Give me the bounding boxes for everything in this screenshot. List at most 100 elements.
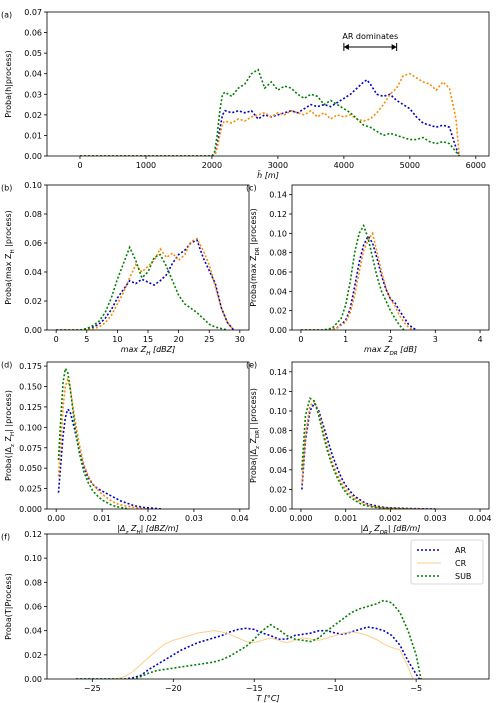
y-tick-label: 0.125 xyxy=(19,403,42,412)
x-tick-label: 5000 xyxy=(400,161,420,170)
series-line-cr xyxy=(300,231,414,330)
panel-label: (c) xyxy=(246,184,257,193)
x-tick-label: 0 xyxy=(54,335,59,344)
y-tick-label: 0.00 xyxy=(24,675,42,684)
x-axis-label: T [°C] xyxy=(256,694,279,703)
y-tick-label: 0.04 xyxy=(24,70,42,79)
x-tick-label: 1 xyxy=(343,335,348,344)
y-tick-label: 0.050 xyxy=(19,464,42,473)
panel-label: (f) xyxy=(1,533,10,542)
x-tick-label: 2000 xyxy=(202,161,222,170)
y-tick-label: 0.06 xyxy=(269,446,287,455)
y-tick-label: 0.150 xyxy=(19,383,42,392)
series-line-sub xyxy=(57,366,130,509)
y-tick-label: 0.10 xyxy=(24,181,42,190)
x-tick-label: 3000 xyxy=(268,161,288,170)
series-line-ar xyxy=(76,626,421,679)
x-tick-label: 0 xyxy=(298,335,303,344)
series-line-ar xyxy=(300,234,418,330)
y-tick-label: 0.10 xyxy=(269,229,287,238)
legend-label-sub: SUB xyxy=(455,572,471,581)
series-line-sub xyxy=(76,599,422,679)
y-axis-label: Proba(|Δz ZH| |process) xyxy=(4,390,16,481)
series-line-ar xyxy=(56,238,235,330)
annotation-text: AR dominates xyxy=(342,32,398,41)
panel-label: (d) xyxy=(1,361,12,370)
y-tick-label: 0.08 xyxy=(269,249,287,258)
x-tick-label: 0.002 xyxy=(379,514,402,523)
y-tick-label: 0.02 xyxy=(269,307,287,316)
x-tick-label: 25 xyxy=(204,335,214,344)
panel-label: (e) xyxy=(246,361,257,370)
legend-label-cr: CR xyxy=(455,559,467,568)
y-tick-label: 0.06 xyxy=(24,603,42,612)
y-tick-label: 0.10 xyxy=(24,554,42,563)
y-tick-label: 0.01 xyxy=(24,131,42,140)
y-tick-label: 0.14 xyxy=(269,191,287,200)
x-tick-label: 6000 xyxy=(466,161,486,170)
x-axis-label: |Δz ZDR| [dB/m] xyxy=(361,524,421,536)
x-tick-label: −20 xyxy=(165,684,182,693)
y-tick-label: 0.075 xyxy=(19,444,42,453)
y-tick-label: 0.06 xyxy=(24,239,42,248)
y-tick-label: 0.03 xyxy=(24,90,42,99)
panel-label: (b) xyxy=(1,184,12,193)
y-tick-label: 0.100 xyxy=(19,423,42,432)
y-tick-label: 0.08 xyxy=(24,210,42,219)
x-tick-label: 0.02 xyxy=(139,514,157,523)
panel-e: 0.000 0.001 0.002 0.003 0.004 0.00 0.02 0.04 0.0… xyxy=(246,361,491,536)
x-tick-label: 0.000 xyxy=(290,514,313,523)
panel-d: 0.00 0.01 0.02 0.03 0.04 0.000 0.025 0.050 0.075… xyxy=(1,361,250,536)
x-tick-label: −5 xyxy=(410,684,422,693)
y-tick-label: 0.12 xyxy=(269,387,287,396)
x-tick-label: 0.01 xyxy=(93,514,111,523)
y-tick-label: 0.08 xyxy=(269,427,287,436)
x-tick-label: 4 xyxy=(477,335,482,344)
y-tick-label: 0.00 xyxy=(269,326,287,335)
x-tick-label: 3 xyxy=(433,335,438,344)
y-tick-label: 0.04 xyxy=(24,627,42,636)
y-tick-label: 0.025 xyxy=(19,485,42,494)
y-axis-label: Proba(h|process) xyxy=(4,50,13,117)
x-axis-label: h̄ [m] xyxy=(257,170,279,180)
y-axis-label: Proba(T|Process) xyxy=(4,573,13,640)
x-tick-label: 0.003 xyxy=(424,514,447,523)
series-line-cr xyxy=(79,72,461,156)
x-axis-label: max ZH [dBZ] xyxy=(121,345,176,357)
y-tick-label: 0.07 xyxy=(24,8,42,17)
x-tick-label: −10 xyxy=(327,684,344,693)
panel-label: (a) xyxy=(1,11,12,20)
x-tick-label: 0.001 xyxy=(334,514,357,523)
x-tick-label: 4000 xyxy=(334,161,354,170)
x-tick-label: 0.00 xyxy=(47,514,65,523)
x-tick-label: 2 xyxy=(388,335,393,344)
panel-b: 0 5 10 15 20 25 30 0.00 0.02 0.04 0.06 0.08 0.10 (b) m… xyxy=(1,181,250,357)
x-tick-label: 10 xyxy=(112,335,122,344)
y-tick-label: 0.10 xyxy=(269,407,287,416)
plot-frame xyxy=(46,11,490,157)
y-tick-label: 0.08 xyxy=(24,578,42,587)
series-line-ar xyxy=(79,78,461,156)
x-tick-label: 0 xyxy=(77,161,82,170)
y-tick-label: 0.175 xyxy=(19,362,42,371)
y-tick-label: 0.05 xyxy=(24,49,42,58)
y-tick-label: 0.02 xyxy=(269,485,287,494)
x-axis-label: max ZDR [dB] xyxy=(364,345,417,357)
series-line-cr xyxy=(301,399,427,509)
y-tick-label: 0.02 xyxy=(24,297,42,306)
series-line-cr xyxy=(76,630,414,679)
x-tick-label: 0.04 xyxy=(231,514,249,523)
y-tick-label: 0.000 xyxy=(19,505,42,514)
y-tick-label: 0.14 xyxy=(269,368,287,377)
x-tick-label: 30 xyxy=(235,335,245,344)
y-tick-label: 0.06 xyxy=(24,29,42,38)
annotation-arrowhead-left xyxy=(343,43,349,50)
panel-f: −25 −20 −15 −10 −5 0.00 0.02 0.04 0.06 0.08 0.10 0.… xyxy=(1,530,490,703)
x-tick-label: 5 xyxy=(84,335,89,344)
x-tick-label: −15 xyxy=(246,684,263,693)
series-line-cr xyxy=(56,237,235,330)
y-tick-label: 0.00 xyxy=(269,505,287,514)
y-axis-label: Proba(max ZH |process) xyxy=(4,210,16,305)
y-tick-label: 0.00 xyxy=(24,326,42,335)
y-tick-label: 0.04 xyxy=(269,287,287,296)
